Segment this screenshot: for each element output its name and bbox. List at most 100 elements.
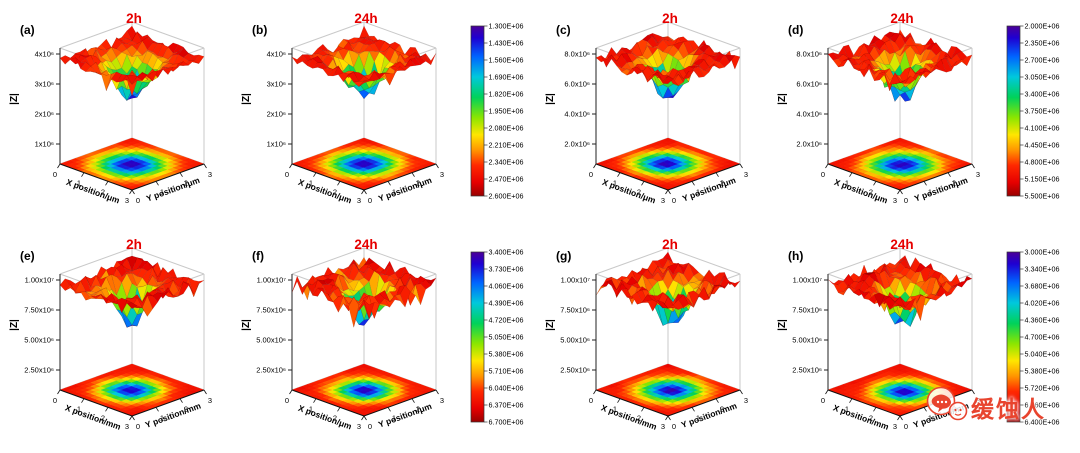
svg-text:2x10⁶: 2x10⁶ (267, 110, 286, 119)
svg-text:1: 1 (613, 405, 617, 414)
svg-text:3.680E+06: 3.680E+06 (1025, 282, 1060, 291)
svg-text:4.100E+06: 4.100E+06 (1025, 124, 1060, 133)
svg-text:1: 1 (160, 413, 164, 422)
svg-text:0: 0 (368, 422, 372, 431)
svg-text:3: 3 (661, 422, 665, 431)
svg-text:5.00x10⁶: 5.00x10⁶ (560, 336, 590, 345)
surface-plot-e: 0 1 2 3 0 1 2 3 1.00x10⁷ 7.50x10⁶ 5.00x10⁶ 2.50x10⁶… (4, 230, 236, 448)
colorbar-gh: 3.000E+06 3.340E+06 3.680E+06 4.020E+06 4.36… (1004, 230, 1076, 448)
svg-text:1.560E+06: 1.560E+06 (489, 56, 524, 65)
svg-text:2: 2 (184, 179, 188, 188)
svg-text:2: 2 (720, 179, 724, 188)
svg-text:5.00x10⁶: 5.00x10⁶ (24, 336, 54, 345)
svg-text:2x10⁶: 2x10⁶ (35, 110, 54, 119)
svg-text:2: 2 (637, 187, 641, 196)
svg-text:5.00x10⁶: 5.00x10⁶ (256, 336, 286, 345)
surface-mesh (291, 256, 437, 328)
svg-text:1: 1 (928, 187, 932, 196)
z-axis-label: |Z| (777, 319, 788, 331)
svg-text:0: 0 (904, 196, 908, 205)
svg-text:1: 1 (392, 187, 396, 196)
svg-text:1: 1 (392, 413, 396, 422)
svg-text:1: 1 (77, 405, 81, 414)
surface-plot-f: 0 1 2 3 0 1 2 3 1.00x10⁷ 7.50x10⁶ 5.00x10⁶ 2.50x10⁶… (236, 230, 468, 448)
svg-text:1: 1 (845, 405, 849, 414)
svg-text:4x10⁶: 4x10⁶ (267, 50, 286, 59)
svg-text:2: 2 (333, 187, 337, 196)
svg-text:2: 2 (333, 413, 337, 422)
panel-title: 2h (662, 11, 678, 26)
contour-projection-map (291, 137, 437, 191)
svg-text:0: 0 (589, 396, 593, 405)
base-axes (593, 163, 743, 195)
svg-text:6.700E+06: 6.700E+06 (489, 418, 524, 427)
colorbar-svg-cb4: 3.000E+06 3.340E+06 3.680E+06 4.020E+06 4.36… (1006, 248, 1060, 427)
svg-text:0: 0 (368, 196, 372, 205)
svg-text:3: 3 (744, 396, 748, 405)
svg-text:1: 1 (160, 187, 164, 196)
colorbar-labels: 1.300E+06 1.430E+06 1.560E+06 1.690E+06 1.82… (484, 22, 523, 201)
svg-text:4.0x10⁶: 4.0x10⁶ (796, 110, 822, 119)
colorbar-cd: 2.000E+06 2.350E+06 2.700E+06 3.050E+06 3.40… (1004, 4, 1076, 222)
svg-text:6.060E+06: 6.060E+06 (1025, 401, 1060, 410)
surface-mesh (59, 25, 205, 102)
colorbar-ef: 3.400E+06 3.730E+06 4.060E+06 4.390E+06 4.72… (468, 230, 540, 448)
surface-plot-b: 0 1 2 3 0 1 2 3 4x10⁶ 3x10⁶ 2x10⁶ 1x10⁶ |Z| X positio… (236, 4, 468, 222)
svg-text:3x10⁶: 3x10⁶ (35, 80, 54, 89)
svg-text:5.040E+06: 5.040E+06 (1025, 350, 1060, 359)
svg-text:1.300E+06: 1.300E+06 (489, 22, 524, 31)
svg-text:0: 0 (821, 396, 825, 405)
svg-text:2.50x10⁶: 2.50x10⁶ (560, 366, 590, 375)
svg-text:3: 3 (125, 422, 129, 431)
colorbar-svg-cb3: 3.400E+06 3.730E+06 4.060E+06 4.390E+06 4.72… (470, 248, 524, 427)
svg-text:1: 1 (696, 413, 700, 422)
svg-text:4.390E+06: 4.390E+06 (489, 299, 524, 308)
svg-text:2: 2 (952, 179, 956, 188)
svg-text:1.00x10⁷: 1.00x10⁷ (25, 276, 55, 285)
svg-text:5.380E+06: 5.380E+06 (489, 350, 524, 359)
panel-title: 24h (354, 11, 377, 26)
contour-projection-map (827, 363, 973, 417)
svg-text:0: 0 (672, 196, 676, 205)
chat-bubble-icon (926, 386, 968, 427)
svg-text:1.00x10⁷: 1.00x10⁷ (257, 276, 287, 285)
svg-text:2.350E+06: 2.350E+06 (1025, 39, 1060, 48)
svg-text:3: 3 (893, 196, 897, 205)
svg-text:3.400E+06: 3.400E+06 (489, 248, 524, 257)
svg-text:2.210E+06: 2.210E+06 (489, 141, 524, 150)
svg-text:1: 1 (77, 179, 81, 188)
surface-mesh (827, 255, 973, 327)
panel-letter: (g) (556, 249, 571, 263)
svg-text:1: 1 (928, 413, 932, 422)
svg-text:5.00x10⁶: 5.00x10⁶ (792, 336, 822, 345)
surface-plot-a: 0 1 2 3 0 1 2 3 4x10⁶ 3x10⁶ 2x10⁶ 1x10⁶ |Z| X positio… (4, 4, 236, 222)
z-axis-label: |Z| (241, 319, 252, 331)
svg-text:7.50x10⁶: 7.50x10⁶ (560, 306, 590, 315)
svg-text:2: 2 (637, 413, 641, 422)
panel-title: 2h (662, 237, 678, 252)
svg-text:5.500E+06: 5.500E+06 (1025, 192, 1060, 201)
svg-text:2: 2 (101, 187, 105, 196)
svg-text:2: 2 (416, 179, 420, 188)
panel-letter: (a) (20, 23, 35, 37)
svg-text:0: 0 (285, 170, 289, 179)
svg-text:3: 3 (208, 396, 212, 405)
panel-title: 24h (354, 237, 377, 252)
z-axis-label: |Z| (9, 319, 20, 331)
svg-text:0: 0 (285, 396, 289, 405)
panel-title: 24h (890, 237, 913, 252)
svg-text:2.600E+06: 2.600E+06 (489, 192, 524, 201)
svg-text:1.00x10⁷: 1.00x10⁷ (793, 276, 823, 285)
panel-title: 2h (126, 237, 142, 252)
svg-text:2: 2 (720, 405, 724, 414)
svg-text:3.340E+06: 3.340E+06 (1025, 265, 1060, 274)
svg-text:2: 2 (184, 405, 188, 414)
svg-text:0: 0 (53, 170, 57, 179)
svg-text:1.950E+06: 1.950E+06 (489, 107, 524, 116)
svg-text:2.080E+06: 2.080E+06 (489, 124, 524, 133)
svg-text:1: 1 (845, 179, 849, 188)
